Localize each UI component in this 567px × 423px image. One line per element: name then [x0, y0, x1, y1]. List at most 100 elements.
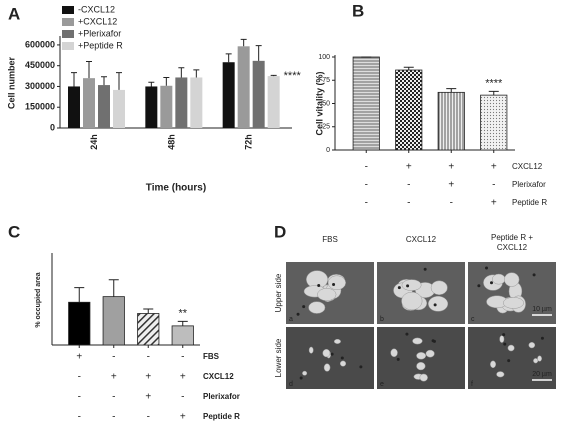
error-bar — [143, 308, 154, 314]
error-bar — [177, 320, 188, 326]
condition-label: Plerixafor — [203, 392, 240, 401]
tile-letter: c — [471, 316, 475, 323]
condition-sign: + — [111, 372, 117, 383]
scale-label: 10 µm — [532, 306, 552, 313]
pore — [359, 365, 363, 369]
pore — [332, 283, 336, 287]
cell — [308, 346, 314, 354]
condition-sign: - — [365, 180, 368, 191]
column-header: Peptide R + — [491, 233, 533, 242]
panel-letter: B — [352, 1, 364, 20]
pore — [317, 284, 321, 288]
cell — [416, 362, 426, 371]
pore — [299, 376, 303, 380]
cell — [317, 288, 337, 301]
cell — [503, 297, 524, 309]
legend-label: +Peptide R — [78, 40, 123, 50]
cell — [322, 349, 331, 358]
x-tick-label: 24h — [89, 134, 99, 150]
tile-letter: f — [471, 381, 473, 388]
bar — [175, 77, 188, 128]
condition-sign: - — [112, 392, 115, 403]
condition-sign: - — [112, 412, 115, 423]
condition-label: FBS — [203, 352, 220, 361]
error-bar — [403, 66, 414, 71]
y-axis-label: % occupied area — [35, 272, 42, 327]
y-tick-label: 450000 — [25, 60, 55, 70]
condition-label: Peptide R — [203, 412, 240, 421]
y-tick-label: 150000 — [25, 102, 55, 112]
tile-letter: b — [380, 316, 384, 323]
cell — [327, 275, 346, 290]
cell — [390, 348, 398, 357]
tile-letter: d — [289, 381, 293, 388]
error-bar — [193, 69, 200, 78]
pore — [423, 267, 427, 271]
row-label: Lower side — [274, 338, 283, 377]
y-tick-label: 0 — [50, 122, 55, 132]
bar — [113, 89, 125, 128]
error-bar — [255, 45, 262, 61]
pore — [507, 359, 511, 363]
column-header: CXCL12 — [406, 235, 437, 244]
condition-sign: + — [491, 198, 497, 209]
panel-letter: C — [8, 222, 20, 241]
cell — [490, 360, 496, 369]
cell — [492, 273, 506, 285]
cell — [401, 279, 422, 291]
condition-sign: + — [145, 372, 151, 383]
annotation: **** — [284, 70, 302, 82]
condition-sign: - — [365, 162, 368, 173]
error-bar — [270, 74, 277, 77]
condition-sign: - — [365, 198, 368, 209]
cell — [416, 352, 427, 360]
error-bar — [74, 287, 85, 303]
legend-label: +CXCL12 — [78, 16, 117, 26]
cell — [507, 344, 515, 352]
pore — [477, 284, 481, 288]
tile-letter: a — [289, 316, 293, 323]
bar — [160, 85, 173, 128]
condition-label: CXCL12 — [203, 372, 234, 381]
y-axis-label: Cell vitality (%) — [314, 71, 324, 135]
cell — [430, 280, 448, 295]
pore — [433, 303, 437, 307]
condition-sign: - — [112, 352, 115, 363]
condition-sign: - — [78, 412, 81, 423]
annotation: ** — [178, 307, 187, 319]
cell — [533, 358, 539, 364]
condition-sign: - — [450, 198, 453, 209]
error-bar — [178, 67, 185, 78]
condition-sign: - — [147, 352, 150, 363]
legend-swatch — [62, 18, 74, 26]
condition-sign: + — [145, 392, 151, 403]
y-tick-label: 50 — [322, 100, 330, 107]
condition-sign: - — [407, 180, 410, 191]
condition-sign: - — [147, 412, 150, 423]
bar — [68, 301, 91, 346]
cell — [428, 296, 449, 312]
annotation: **** — [485, 77, 503, 89]
bar — [480, 94, 508, 151]
column-header: CXCL12 — [497, 243, 528, 252]
tile-letter: e — [380, 381, 384, 388]
pore — [432, 339, 436, 343]
bar — [102, 296, 125, 346]
y-tick-label: 25 — [322, 124, 330, 131]
pore — [540, 336, 544, 340]
pore — [502, 333, 506, 337]
bar — [267, 76, 280, 128]
condition-sign: - — [492, 180, 495, 191]
panel-letter: A — [8, 4, 20, 23]
cell — [412, 337, 423, 345]
condition-sign: - — [181, 392, 184, 403]
cell — [323, 363, 331, 372]
condition-sign: - — [78, 372, 81, 383]
condition-sign: - — [407, 198, 410, 209]
condition-sign: + — [76, 352, 82, 363]
cell — [339, 360, 347, 367]
bar — [237, 46, 250, 128]
bar — [145, 86, 158, 128]
pore — [406, 284, 410, 288]
bar — [137, 313, 160, 346]
